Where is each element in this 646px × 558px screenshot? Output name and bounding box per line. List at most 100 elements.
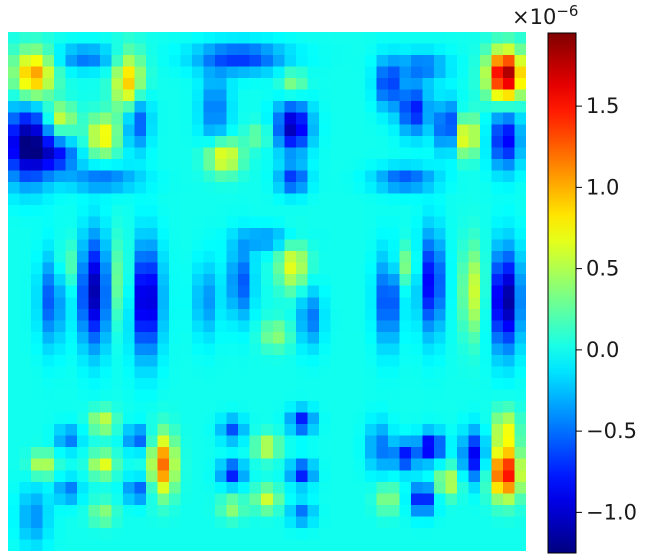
heatmap-cell [433, 401, 447, 414]
heatmap-cell [479, 470, 493, 483]
heatmap-cell [376, 135, 389, 148]
heatmap-cell [249, 470, 262, 483]
heatmap-cell [445, 66, 458, 79]
heatmap-cell [226, 112, 239, 125]
heatmap-cell [65, 170, 78, 183]
heatmap-cell [307, 470, 320, 483]
heatmap-cell [364, 412, 377, 425]
heatmap-cell [330, 435, 343, 448]
heatmap-cell [19, 493, 32, 506]
heatmap-cell [169, 89, 182, 102]
heatmap-cell [399, 205, 412, 218]
heatmap-cell [249, 297, 262, 310]
heatmap-cell [491, 135, 504, 148]
colorbar-tick-label: −0.5 [586, 419, 637, 443]
heatmap-cell [19, 516, 32, 529]
heatmap-cell [111, 516, 124, 529]
heatmap-cell [65, 493, 78, 506]
heatmap-cell [410, 239, 423, 252]
heatmap-cell [146, 447, 159, 460]
heatmap-cell [433, 205, 447, 218]
heatmap-cell [307, 412, 320, 425]
heatmap-cell [445, 112, 458, 125]
heatmap-cell [491, 32, 504, 45]
heatmap-cell [42, 55, 55, 68]
heatmap-cell [410, 366, 423, 379]
heatmap-cell [8, 481, 21, 494]
heatmap-cell [180, 424, 193, 437]
heatmap-cell [31, 101, 44, 114]
heatmap-cell [42, 539, 55, 551]
heatmap-cell [111, 43, 124, 56]
heatmap-cell [456, 412, 470, 425]
heatmap-cell [353, 539, 366, 551]
heatmap-cell [31, 124, 44, 137]
heatmap-cell [42, 228, 55, 241]
heatmap-cell [203, 55, 216, 68]
heatmap-cell [134, 331, 147, 344]
heatmap-cell [468, 251, 481, 264]
heatmap-cell [203, 354, 216, 368]
heatmap-cell [422, 516, 435, 529]
heatmap-cell [42, 320, 55, 333]
heatmap-cell [192, 181, 205, 195]
heatmap-cell [238, 331, 251, 344]
heatmap-cell [387, 66, 400, 79]
heatmap-cell [111, 424, 124, 437]
heatmap-cell [111, 216, 124, 229]
heatmap-cell [249, 55, 262, 68]
heatmap-cell [238, 389, 251, 402]
heatmap-cell [514, 308, 526, 321]
heatmap-cell [353, 320, 366, 333]
heatmap-cell [307, 320, 320, 333]
heatmap-cell [77, 424, 90, 437]
heatmap-cell [284, 343, 297, 356]
heatmap-cell [272, 78, 285, 91]
heatmap-cell [410, 251, 423, 264]
heatmap-cell [203, 181, 216, 195]
heatmap-cell [192, 481, 205, 494]
heatmap-cell [272, 55, 285, 68]
heatmap-cell [307, 424, 320, 437]
heatmap-cell [399, 539, 412, 551]
heatmap-cell [422, 493, 435, 506]
heatmap-cell [249, 89, 262, 102]
heatmap-cell [261, 262, 274, 275]
heatmap-cell [261, 424, 274, 437]
heatmap-cell [318, 228, 331, 241]
heatmap-cell [387, 424, 400, 437]
heatmap-cell [88, 78, 101, 91]
heatmap-cell [100, 181, 113, 195]
heatmap-cell [215, 401, 228, 414]
heatmap-cell [226, 378, 239, 391]
heatmap-cell [65, 158, 78, 171]
heatmap-cell [65, 78, 78, 91]
heatmap-cell [169, 101, 182, 114]
heatmap-cell [433, 458, 447, 471]
heatmap-cell [433, 447, 447, 460]
heatmap-cell [134, 216, 147, 229]
heatmap-cell [19, 147, 32, 160]
heatmap-cell [19, 89, 32, 102]
heatmap-cell [123, 343, 136, 356]
heatmap-cell [180, 112, 193, 125]
heatmap-cell [249, 285, 262, 298]
heatmap-cell [54, 354, 67, 368]
heatmap-cell [215, 89, 228, 102]
heatmap-cell [88, 43, 101, 56]
heatmap-cell [410, 205, 423, 218]
heatmap-cell [157, 135, 170, 148]
heatmap-cell [19, 481, 32, 494]
heatmap-cell [502, 366, 516, 379]
heatmap-cell [376, 366, 389, 379]
heatmap-cell [100, 43, 113, 56]
heatmap-cell [468, 101, 481, 114]
heatmap-cell [8, 320, 21, 333]
heatmap-cell [341, 354, 354, 368]
heatmap-cell [77, 285, 90, 298]
heatmap-cell [54, 205, 67, 218]
heatmap-cell [422, 504, 435, 517]
heatmap-cell [134, 308, 147, 321]
heatmap-cell [399, 435, 412, 448]
heatmap-cell [468, 205, 481, 218]
